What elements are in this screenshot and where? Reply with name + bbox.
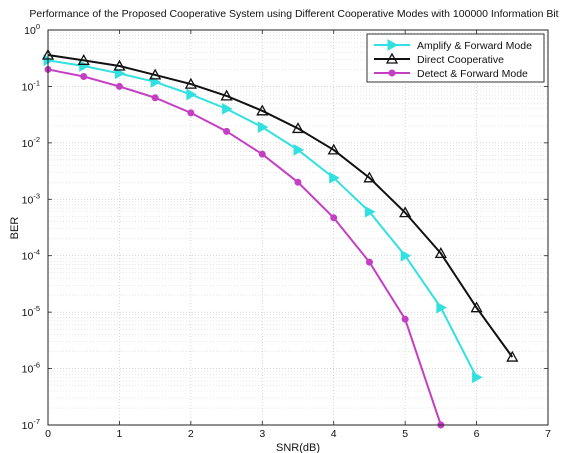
y-tick-label: 10-3 (22, 191, 40, 206)
data-point (184, 77, 197, 89)
series-0 (43, 54, 483, 384)
data-point (506, 350, 519, 362)
y-tick-base: 10 (22, 307, 34, 319)
x-tick-label: 2 (188, 428, 194, 440)
legend-marker (388, 69, 396, 77)
data-point (256, 104, 269, 116)
data-point (294, 178, 302, 186)
data-point (258, 150, 266, 158)
y-tick-label: 10-5 (22, 304, 40, 319)
data-point (472, 371, 483, 384)
data-point (149, 68, 162, 80)
data-point (293, 144, 305, 156)
data-point (79, 60, 90, 72)
data-point (80, 72, 88, 80)
data-point (291, 122, 305, 134)
data-point (114, 67, 126, 80)
y-tick-label: 10-7 (22, 417, 40, 432)
data-point (434, 247, 447, 259)
y-axis-label: BER (9, 217, 21, 240)
data-point (329, 171, 340, 184)
data-point (327, 143, 340, 155)
x-axis-label: SNR(dB) (276, 442, 320, 453)
data-point (399, 206, 412, 218)
series-line (47, 68, 442, 426)
y-tick-exponent: -4 (33, 248, 40, 257)
y-tick-exponent: 0 (36, 22, 40, 31)
y-tick-base: 10 (22, 420, 34, 432)
y-tick-exponent: -2 (33, 135, 40, 144)
y-tick-base: 10 (22, 138, 34, 150)
legend-marker (387, 39, 399, 51)
legend-label: Direct Cooperative (417, 54, 504, 66)
legend-entry: Direct Cooperative (374, 52, 504, 66)
y-tick-label: 10-2 (22, 135, 40, 150)
data-point (363, 171, 376, 183)
data-point (113, 59, 126, 71)
legend-entry: Amplify & Forward Mode (374, 39, 532, 52)
data-point (400, 249, 412, 262)
data-point (365, 258, 373, 266)
data-point (401, 315, 409, 323)
data-point (222, 103, 233, 115)
x-tick-label: 0 (45, 428, 51, 440)
grid (47, 29, 549, 426)
x-tick-label: 6 (474, 428, 480, 440)
data-point (151, 94, 159, 102)
y-tick-base: 10 (22, 194, 34, 206)
data-point (186, 88, 197, 101)
series-1 (41, 48, 519, 362)
data-point (330, 214, 338, 222)
series-line (47, 54, 514, 358)
y-tick-label: 10-4 (22, 248, 40, 263)
series-layer (41, 48, 519, 429)
x-tick-label: 1 (117, 428, 123, 440)
data-point (436, 301, 447, 314)
data-point (220, 89, 233, 101)
plot-area (48, 30, 548, 425)
y-tick-base: 10 (22, 364, 34, 376)
data-point (115, 82, 123, 90)
y-tick-exponent: -5 (33, 304, 40, 313)
plot-frame (47, 29, 549, 426)
x-tick-label: 4 (331, 428, 337, 440)
y-tick-exponent: -3 (33, 191, 40, 200)
y-tick-base: 10 (22, 251, 34, 263)
y-tick-exponent: -7 (33, 417, 40, 426)
data-point (364, 205, 376, 218)
legend-label: Amplify & Forward Mode (417, 40, 532, 52)
legend-label: Detect & Forward Mode (417, 68, 528, 80)
x-tick-label: 3 (259, 428, 265, 440)
x-tick-label: 5 (402, 428, 408, 440)
y-tick-exponent: -1 (33, 78, 40, 87)
x-tick-label: 7 (545, 428, 551, 440)
data-point (187, 109, 195, 117)
y-tick-base: 10 (24, 25, 36, 37)
y-tick-label: 100 (24, 22, 40, 37)
data-point (257, 121, 269, 133)
legend: Amplify & Forward Mode Direct Cooperative… (366, 33, 545, 83)
data-point (77, 53, 90, 65)
series-2 (44, 65, 445, 429)
data-point (223, 127, 231, 135)
y-tick-label: 10-1 (22, 78, 40, 93)
y-tick-base: 10 (22, 81, 34, 93)
data-point (470, 301, 483, 313)
legend-marker (385, 52, 399, 64)
y-tick-label: 10-6 (22, 361, 40, 376)
chart-title: Performance of the Proposed Cooperative … (29, 8, 558, 20)
y-tick-exponent: -6 (33, 361, 40, 370)
legend-entry: Detect & Forward Mode (374, 68, 528, 80)
